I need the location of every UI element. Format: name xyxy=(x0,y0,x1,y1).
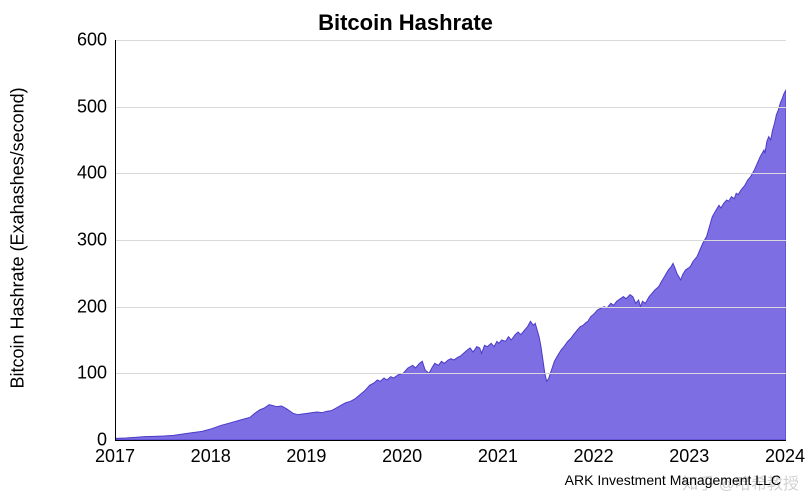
x-tick-label: 2018 xyxy=(191,446,231,467)
x-tick-label: 2017 xyxy=(95,446,135,467)
hashrate-area xyxy=(116,90,786,440)
x-tick-label: 2019 xyxy=(286,446,326,467)
x-tick-label: 2024 xyxy=(765,446,805,467)
watermark-text: 知乎 @哈希教授 xyxy=(682,470,799,494)
x-tick-label: 2020 xyxy=(382,446,422,467)
gridline xyxy=(116,173,786,174)
gridline xyxy=(116,373,786,374)
y-tick-label: 500 xyxy=(65,96,107,117)
gridline xyxy=(116,307,786,308)
x-tick-label: 2021 xyxy=(478,446,518,467)
gridline xyxy=(116,40,786,41)
gridline xyxy=(116,240,786,241)
y-tick-label: 100 xyxy=(65,363,107,384)
x-tick-label: 2022 xyxy=(574,446,614,467)
y-axis-label: Bitcoin Hashrate (Exahashes/second) xyxy=(8,89,29,389)
x-tick-label: 2023 xyxy=(669,446,709,467)
plot-area xyxy=(115,40,786,441)
y-tick-label: 200 xyxy=(65,296,107,317)
chart-title: Bitcoin Hashrate xyxy=(0,10,811,36)
y-tick-label: 300 xyxy=(65,230,107,251)
y-tick-label: 600 xyxy=(65,30,107,51)
gridline xyxy=(116,107,786,108)
y-tick-label: 400 xyxy=(65,163,107,184)
